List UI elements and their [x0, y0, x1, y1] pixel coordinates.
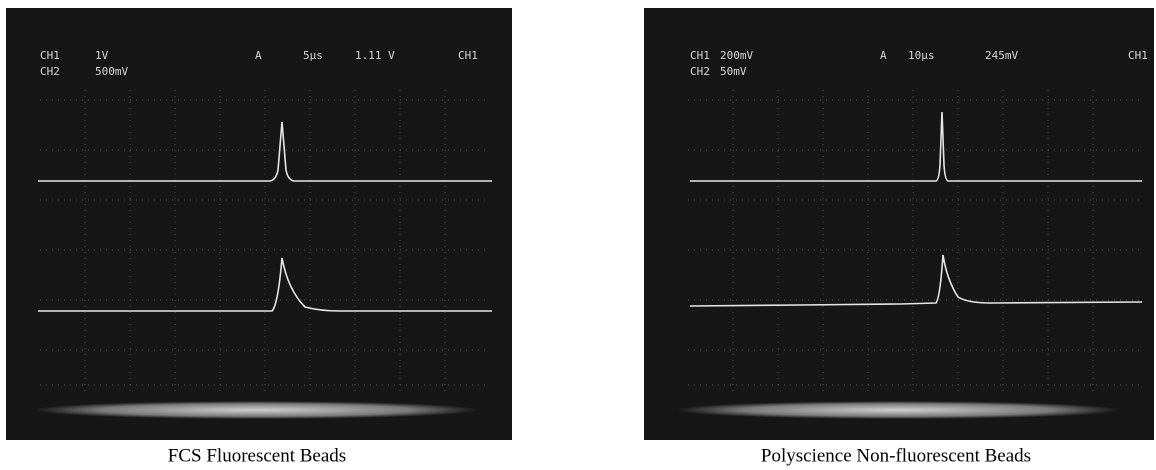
readout: CH1: [458, 49, 478, 62]
readout: 200mV: [720, 49, 753, 62]
screen-glow: [676, 401, 1120, 419]
readout: 10µs: [908, 49, 935, 62]
scope-panel: CH1 1V A 5µs 1.11 V CH1 CH2 500mV FCS Fl…: [6, 8, 512, 466]
readout: A: [255, 49, 262, 62]
scope-panel: CH1 200mV A 10µs 245mV CH1 CH2 50mV Poly…: [644, 8, 1154, 466]
caption: Polyscience Non-fluorescent Beads: [761, 445, 1031, 466]
trace-ch2: [689, 254, 1143, 307]
readout: CH1: [1128, 49, 1148, 62]
readout: CH1: [40, 49, 60, 62]
readout: 1.11 V: [355, 49, 395, 62]
trace-ch1: [38, 121, 492, 182]
readout: 50mV: [720, 65, 747, 78]
readout: 5µs: [303, 49, 323, 62]
caption: FCS Fluorescent Beads: [168, 445, 346, 466]
trace-ch2: [38, 257, 492, 312]
readout: 245mV: [985, 49, 1018, 62]
readout: 1V: [95, 49, 109, 62]
graticule: [688, 90, 1142, 395]
readout: 500mV: [95, 65, 128, 78]
scope-screen: [644, 8, 1154, 440]
trace-ch1: [690, 111, 1142, 182]
readout: A: [880, 49, 887, 62]
scope-screen: [6, 8, 512, 440]
screen-glow: [34, 401, 478, 419]
readout: CH1: [690, 49, 710, 62]
readout: CH2: [690, 65, 710, 78]
readout: CH2: [40, 65, 60, 78]
